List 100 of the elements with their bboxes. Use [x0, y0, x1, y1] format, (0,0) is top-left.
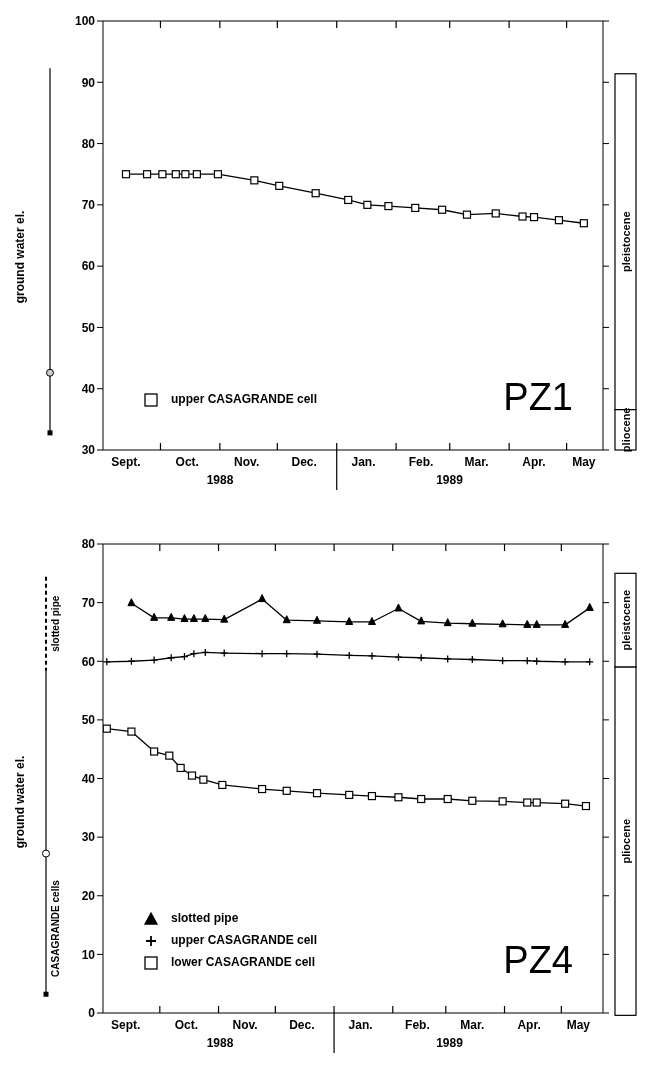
point [282, 786, 291, 795]
legend-label: slotted pipe [171, 911, 239, 925]
point [187, 771, 197, 780]
y-tick-label: 90 [81, 75, 96, 90]
point [394, 603, 403, 612]
point [394, 653, 403, 662]
point [189, 614, 198, 623]
y-tick-label: 70 [81, 595, 96, 610]
point [257, 784, 267, 794]
text: pleistocene [619, 589, 632, 651]
text: 1988 [206, 1036, 234, 1050]
y-tick-label: 40 [81, 771, 96, 786]
point [585, 602, 594, 611]
x-tick-label: Oct. [175, 455, 199, 469]
text: 1989 [436, 1036, 464, 1050]
point [498, 619, 507, 628]
x-tick-label: Oct. [174, 1018, 199, 1032]
text: pliocene [619, 407, 632, 453]
point [367, 651, 377, 661]
point [258, 594, 267, 603]
y-tick-label: 20 [81, 889, 96, 904]
point [443, 618, 452, 627]
point [554, 216, 564, 225]
point [443, 794, 452, 804]
x-tick-label: Mar. [464, 455, 489, 469]
point [181, 170, 190, 179]
legend-label: upper CASAGRANDE cell [171, 392, 318, 406]
point [363, 200, 372, 209]
point [529, 213, 539, 222]
x-tick-label: Apr. [517, 1018, 541, 1032]
text: PZ4 [503, 939, 573, 981]
point [201, 614, 210, 623]
text: 1988 [206, 473, 234, 487]
point [498, 797, 507, 806]
legend-label: upper CASAGRANDE cell [171, 933, 318, 947]
point [437, 205, 447, 214]
y-tick-label: 50 [81, 713, 96, 728]
point [199, 775, 208, 784]
text: slotted pipe [50, 595, 61, 652]
point [468, 796, 477, 805]
x-tick-label: Dec. [291, 455, 317, 469]
point [282, 615, 291, 624]
x-tick-label: Sept. [111, 455, 141, 469]
point [257, 649, 267, 658]
point [220, 648, 229, 658]
point [579, 219, 588, 228]
y-axis-title: ground water el. [13, 210, 27, 304]
y-tick-label: 80 [81, 537, 96, 552]
point [311, 189, 320, 198]
point [468, 618, 477, 627]
point [345, 790, 354, 800]
point [345, 616, 354, 625]
point [312, 789, 322, 798]
point [158, 170, 167, 179]
y-tick-label: 30 [81, 830, 96, 845]
y-axis-title: ground water el. [13, 755, 27, 849]
point [127, 598, 136, 607]
point [411, 203, 420, 213]
x-tick-label: Nov. [232, 1018, 258, 1032]
point [250, 176, 259, 185]
point [491, 209, 500, 218]
legend-label: lower CASAGRANDE cell [171, 955, 316, 969]
point [149, 655, 159, 665]
point [220, 614, 229, 623]
point [218, 780, 227, 790]
point [103, 724, 111, 733]
y-tick-label: 10 [81, 947, 96, 962]
point [561, 799, 570, 808]
x-tick-label: Jan. [351, 455, 376, 469]
point [167, 612, 176, 621]
point [532, 798, 541, 807]
x-tick-label: Dec. [289, 1018, 315, 1032]
x-tick-label: Feb. [408, 455, 434, 469]
point [313, 615, 322, 624]
point [462, 210, 472, 219]
point [192, 170, 201, 179]
y-tick-label: 100 [74, 14, 96, 29]
y-tick-label: 40 [81, 381, 96, 396]
y-tick-label: 0 [88, 1006, 96, 1021]
point [127, 727, 136, 736]
point [312, 650, 322, 659]
point [344, 195, 353, 205]
point [518, 212, 527, 221]
point [443, 654, 452, 664]
x-tick-label: May [566, 1018, 591, 1032]
x-tick-label: Apr. [522, 455, 546, 469]
point [394, 793, 403, 802]
x-tick-label: Mar. [460, 1018, 485, 1032]
x-tick-label: Sept. [111, 1018, 141, 1032]
point [532, 619, 541, 628]
x-tick-label: May [572, 455, 596, 469]
y-tick-label: 80 [81, 136, 96, 151]
x-tick-label: Feb. [405, 1018, 430, 1032]
x-tick-label: Jan. [348, 1018, 373, 1032]
y-tick-label: 50 [81, 320, 96, 335]
text: 1989 [436, 473, 464, 487]
point [150, 612, 159, 621]
y-tick-label: 60 [81, 259, 96, 274]
point [275, 181, 284, 190]
point [180, 614, 189, 623]
